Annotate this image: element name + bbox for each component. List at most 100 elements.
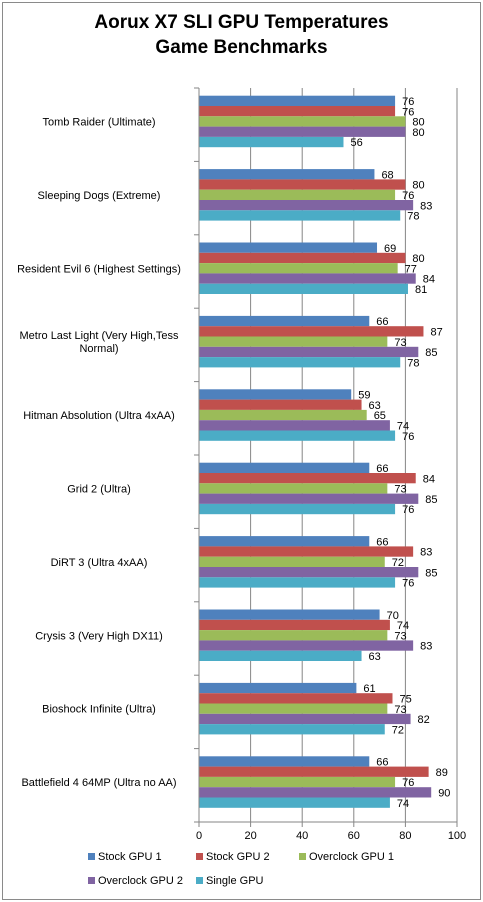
bar [199, 693, 393, 704]
category-label: Sleeping Dogs (Extreme) [38, 190, 161, 202]
bar [199, 756, 370, 767]
bar-value-label: 70 [387, 610, 399, 622]
bar-value-label: 76 [402, 190, 414, 202]
bar-value-label: 56 [350, 137, 362, 149]
legend-swatch [299, 853, 306, 860]
bars [199, 95, 432, 808]
bar-value-label: 77 [405, 263, 417, 275]
bar [199, 346, 419, 358]
chart-subtitle: Game Benchmarks [155, 37, 328, 58]
bar [199, 136, 344, 148]
bar [199, 357, 401, 368]
bar [199, 263, 398, 274]
legend-label: Stock GPU 2 [206, 851, 270, 863]
bar [199, 546, 414, 557]
bar [199, 713, 411, 725]
bar-value-label: 85 [425, 347, 437, 359]
bar [199, 242, 378, 253]
bar [199, 787, 432, 798]
bar [199, 326, 424, 337]
bar [199, 797, 390, 808]
bar-value-label: 66 [376, 757, 388, 769]
category-label: Tomb Raider (Ultimate) [42, 116, 155, 128]
legend: Stock GPU 1 Stock GPU 2 Overclock GPU 1 Ove… [88, 851, 394, 887]
legend-label: Single GPU [206, 875, 264, 887]
bar-value-label: 76 [402, 777, 414, 789]
category-label: Metro Last Light (Very High,Tess Normal) [20, 330, 179, 355]
bar [199, 315, 370, 327]
bar [199, 703, 388, 714]
legend-label: Stock GPU 1 [98, 851, 162, 863]
bar-value-label: 85 [425, 494, 437, 506]
bar [199, 409, 367, 421]
chart-title: Aorux X7 SLI GPU Temperatures [94, 12, 389, 33]
category-label: Crysis 3 (Very High DX11) [35, 630, 163, 642]
category-label: Battlefield 4 64MP (Ultra no AA) [21, 777, 176, 789]
labels: Tomb Raider (Ultimate) Sleeping Dogs (Ext… [17, 96, 450, 810]
bar-value-label: 78 [407, 357, 419, 369]
bar-value-label: 84 [423, 473, 435, 485]
bar-value-label: 69 [384, 243, 396, 255]
bar [199, 106, 396, 117]
bar-value-label: 72 [392, 557, 404, 569]
bar-value-label: 74 [397, 421, 409, 433]
bar-value-label: 81 [415, 284, 427, 296]
x-tick-label: 0 [196, 830, 202, 842]
bar-value-label: 63 [369, 651, 381, 663]
chart-title-block: Aorux X7 SLI GPU Temperatures Game Bench… [0, 10, 483, 60]
bar-value-label: 66 [376, 463, 388, 475]
bar [199, 169, 375, 180]
bar-value-label: 80 [412, 117, 424, 129]
bar [199, 503, 396, 515]
bar [199, 766, 429, 777]
bar [199, 567, 419, 578]
bar [199, 650, 362, 661]
legend-swatch [88, 877, 95, 884]
legend-swatch [88, 853, 95, 860]
bar [199, 619, 390, 631]
bar [199, 473, 416, 484]
category-label: Bioshock Infinite (Ultra) [42, 704, 156, 716]
bar-value-label: 83 [420, 641, 432, 653]
bar-value-label: 73 [394, 484, 406, 496]
bar [199, 200, 414, 211]
bar-value-label: 61 [363, 683, 375, 695]
bar-value-label: 83 [420, 547, 432, 559]
bar [199, 640, 414, 651]
bar [199, 462, 370, 473]
bar-value-label: 78 [407, 211, 419, 223]
bar [199, 210, 401, 221]
bar [199, 577, 396, 588]
x-tick-label: 100 [448, 830, 466, 842]
bar-value-label: 80 [412, 253, 424, 265]
bar-value-label: 72 [392, 724, 404, 736]
legend-swatch [196, 853, 203, 860]
bar [199, 430, 396, 441]
bar [199, 420, 390, 431]
bar-value-label: 76 [402, 96, 414, 108]
bar [199, 252, 406, 264]
x-tick-label: 40 [296, 830, 308, 842]
category-label: Hitman Absolution (Ultra 4xAA) [23, 410, 175, 422]
bar-value-label: 87 [430, 327, 442, 339]
bar-value-label: 65 [374, 410, 386, 422]
bar-value-label: 83 [420, 200, 432, 212]
bar-value-label: 76 [402, 431, 414, 443]
bar-value-label: 84 [423, 274, 435, 286]
bar-value-label: 68 [381, 169, 393, 181]
legend-label: Overclock GPU 1 [309, 851, 394, 863]
bar-value-label: 76 [402, 504, 414, 516]
bar [199, 483, 388, 494]
bar [199, 116, 406, 127]
bar-value-label: 59 [358, 390, 370, 402]
bar [199, 556, 385, 567]
bar [199, 95, 396, 106]
x-tick-label: 80 [399, 830, 411, 842]
bar-value-label: 80 [412, 180, 424, 192]
category-label: Resident Evil 6 (Highest Settings) [17, 263, 181, 275]
bar [199, 399, 362, 410]
legend-swatch [196, 877, 203, 884]
bar-value-label: 85 [425, 567, 437, 579]
